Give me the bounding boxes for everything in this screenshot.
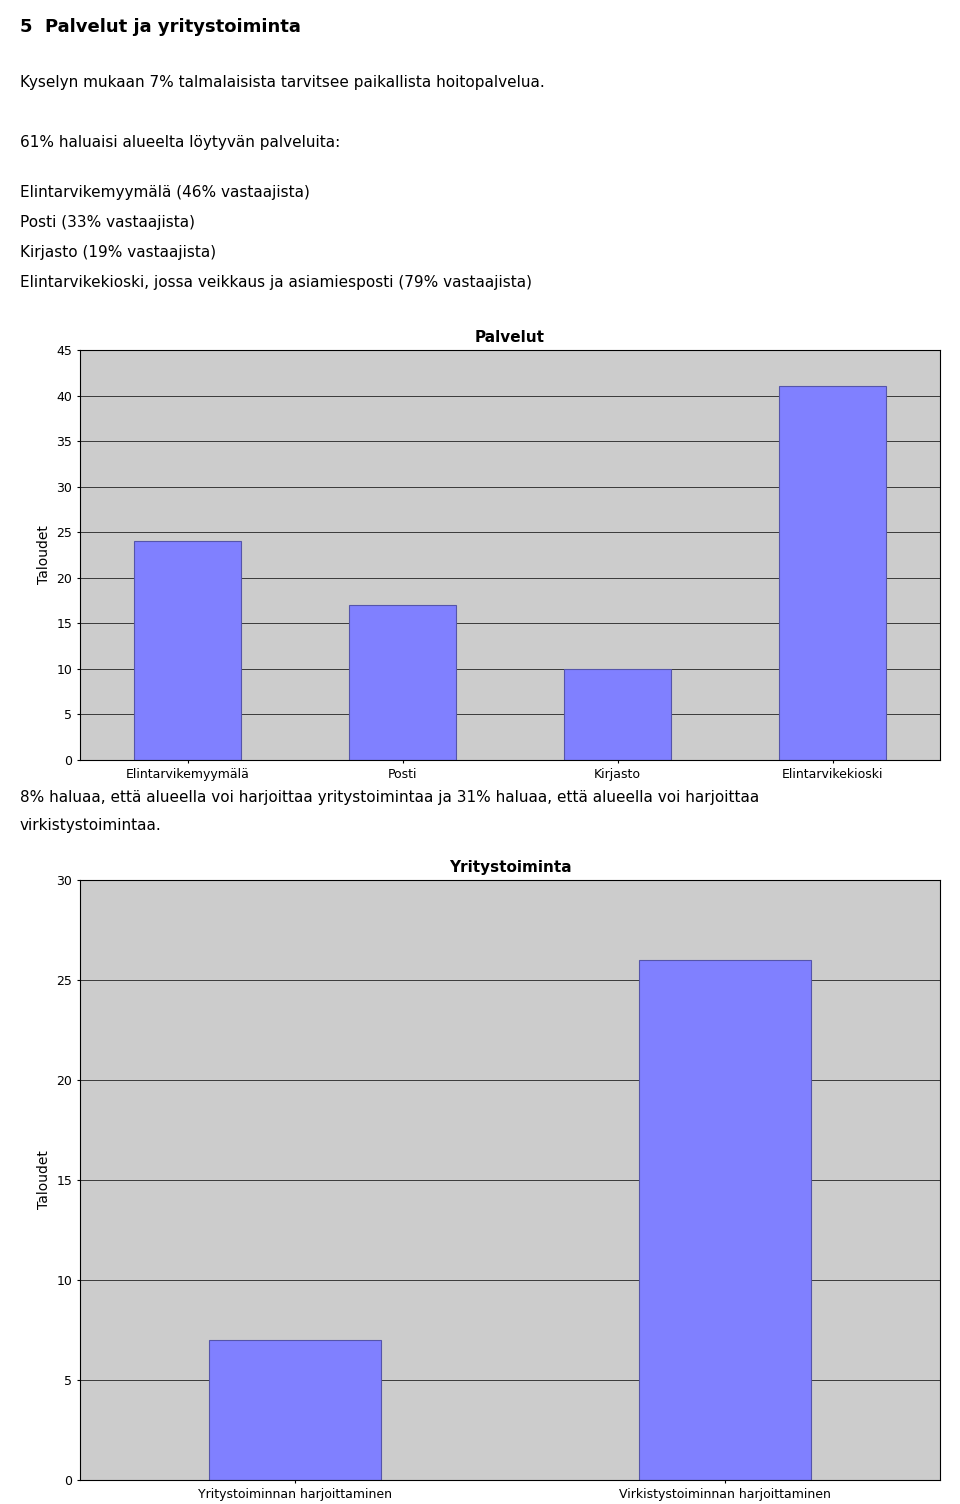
Bar: [779, 387, 886, 760]
Text: Kirjasto (19% vastaajista): Kirjasto (19% vastaajista): [20, 245, 216, 260]
Y-axis label: Taloudet: Taloudet: [36, 525, 51, 585]
Text: 61% haluaisi alueelta löytyvän palveluita:: 61% haluaisi alueelta löytyvän palveluit…: [20, 135, 340, 150]
Y-axis label: Taloudet: Taloudet: [36, 1151, 51, 1209]
Bar: [639, 960, 811, 1480]
Text: Elintarvikekioski, jossa veikkaus ja asiamiesposti (79% vastaajista): Elintarvikekioski, jossa veikkaus ja asi…: [20, 275, 532, 290]
Title: Palvelut: Palvelut: [475, 329, 545, 344]
Bar: [209, 1340, 381, 1480]
Text: virkistystoimintaa.: virkistystoimintaa.: [20, 818, 161, 833]
Text: Elintarvikemyymälä (46% vastaajista): Elintarvikemyymälä (46% vastaajista): [20, 185, 310, 200]
Bar: [564, 669, 671, 760]
Bar: [348, 605, 456, 760]
Text: 8% haluaa, että alueella voi harjoittaa yritystoimintaa ja 31% haluaa, että alue: 8% haluaa, että alueella voi harjoittaa …: [20, 790, 759, 805]
Text: Posti (33% vastaajista): Posti (33% vastaajista): [20, 215, 195, 230]
Title: Yritystoiminta: Yritystoiminta: [448, 860, 571, 875]
Text: 5  Palvelut ja yritystoiminta: 5 Palvelut ja yritystoiminta: [20, 18, 300, 36]
Bar: [133, 541, 241, 760]
Text: Kyselyn mukaan 7% talmalaisista tarvitsee paikallista hoitopalvelua.: Kyselyn mukaan 7% talmalaisista tarvitse…: [20, 75, 544, 90]
